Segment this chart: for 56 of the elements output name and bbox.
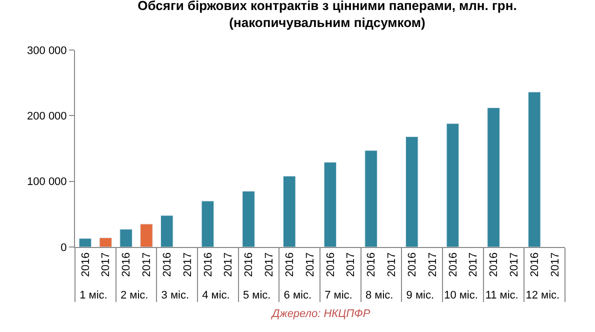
x-tick-label: 1 міс.: [80, 290, 108, 302]
bar: [140, 224, 153, 247]
y-tick-label: 100 000: [27, 176, 67, 188]
text: 2017: [386, 252, 398, 277]
text: 2016: [406, 252, 418, 277]
x-tick-label: 7 міс.: [324, 290, 352, 302]
x-tick-label: 8 міс.: [365, 290, 394, 302]
bar: [242, 190, 255, 247]
bar: [99, 238, 112, 247]
x-tick-label: 5 міс.: [242, 290, 271, 302]
bar: [160, 215, 174, 247]
y-tick-label: 300 000: [27, 44, 67, 57]
bar: [487, 108, 500, 247]
text: 2016: [528, 252, 541, 277]
text: 2017: [345, 252, 358, 277]
bar: [324, 162, 337, 247]
text: 2016: [488, 252, 500, 277]
bar: [528, 92, 541, 247]
text: 2017: [508, 252, 521, 277]
text: 2017: [222, 252, 235, 277]
text: 2016: [366, 252, 378, 277]
text: 2016: [447, 252, 460, 277]
bar: [201, 200, 214, 247]
text: 2016: [243, 252, 256, 277]
text: 2017: [549, 252, 562, 277]
x-tick-label: 9 міс.: [406, 290, 434, 302]
y-tick-label: 0: [60, 242, 67, 254]
text: 2016: [120, 252, 133, 277]
text: 2017: [182, 252, 194, 277]
x-tick-label: 2 міс.: [120, 290, 148, 302]
bar: [120, 229, 132, 247]
text: 2016: [202, 252, 214, 277]
bar: [446, 123, 460, 247]
chart-title: Обсяги біржових контрактів з цінними паперами, млн. грн. (накопичувальним підсумком): [138, 0, 517, 30]
x-tick-label: 10 міс.: [444, 290, 478, 302]
text: 2016: [284, 252, 296, 277]
x-tick-label: 6 міс.: [284, 290, 312, 302]
text: Джерело: НКЦПФР: [270, 308, 371, 320]
text: 2017: [264, 252, 276, 277]
text: 2017: [426, 252, 439, 277]
y-tick-label: 200 000: [27, 110, 67, 123]
x-tick-label: 11 міс.: [485, 290, 518, 302]
bar: [364, 150, 378, 247]
x-tick-label: 3 міс.: [161, 290, 190, 302]
x-tick-label: 12 міс.: [526, 290, 560, 302]
text: 2016: [161, 252, 174, 277]
text: 2016: [324, 252, 337, 277]
text: 2017: [304, 252, 316, 277]
text: 2017: [468, 252, 480, 277]
x-tick-label: 4 міс.: [202, 290, 230, 302]
text: 2016: [80, 252, 92, 277]
bar: [78, 238, 92, 247]
bar: [283, 176, 296, 247]
text: 2017: [100, 252, 112, 277]
bar: [406, 136, 418, 247]
text: 2017: [141, 252, 154, 277]
